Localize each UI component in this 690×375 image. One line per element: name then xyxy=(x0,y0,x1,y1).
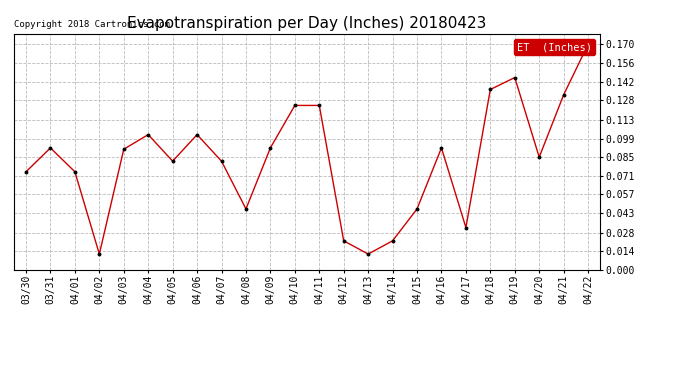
Legend: ET  (Inches): ET (Inches) xyxy=(514,39,595,55)
Title: Evapotranspiration per Day (Inches) 20180423: Evapotranspiration per Day (Inches) 2018… xyxy=(128,16,486,31)
Text: Copyright 2018 Cartronics.com: Copyright 2018 Cartronics.com xyxy=(14,20,170,29)
